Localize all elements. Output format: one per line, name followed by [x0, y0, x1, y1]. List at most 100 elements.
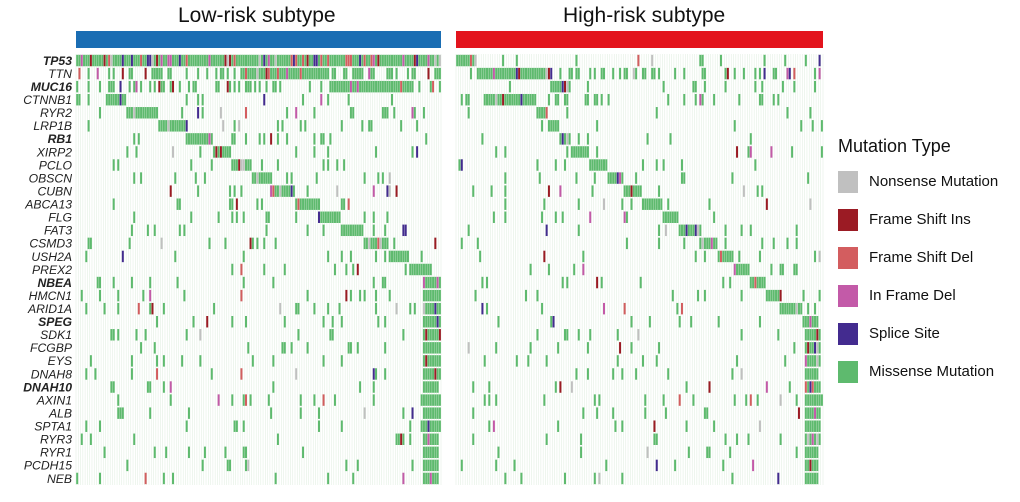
- mutation-cell: [229, 54, 232, 67]
- mutation-cell: [112, 381, 115, 393]
- mutation-cell: [388, 250, 391, 263]
- mutation-cell: [713, 211, 716, 223]
- mutation-cell: [515, 93, 518, 106]
- mutation-cell: [703, 250, 706, 263]
- mutation-cell: [586, 93, 589, 106]
- mutation-cell: [254, 54, 257, 67]
- mutation-cell: [658, 237, 661, 250]
- mutation-cell: [619, 67, 622, 80]
- mutation-cell: [185, 54, 188, 67]
- mutation-cell: [235, 420, 238, 432]
- mutation-cell: [210, 133, 213, 145]
- mutation-cell: [406, 54, 409, 67]
- mutation-cell: [153, 107, 156, 119]
- mutation-cell: [213, 302, 216, 315]
- mutation-cell: [598, 159, 601, 171]
- mutation-cell: [226, 146, 229, 158]
- mutation-cell: [793, 263, 796, 276]
- mutation-cell: [561, 276, 564, 289]
- mutation-cell: [658, 224, 661, 237]
- mutation-cell: [256, 172, 259, 184]
- mutation-cell: [474, 54, 477, 67]
- mutation-cell: [144, 329, 147, 341]
- mutation-cell: [809, 446, 812, 459]
- mutation-cell: [427, 329, 430, 341]
- mutation-cell: [270, 54, 273, 67]
- legend-label: In Frame Del: [869, 287, 956, 304]
- mutation-cell: [612, 172, 615, 184]
- mutation-cell: [409, 80, 412, 93]
- mutation-cell: [110, 381, 113, 393]
- mutation-cell: [349, 342, 352, 354]
- mutation-cell: [199, 355, 202, 367]
- high-risk-title: High-risk subtype: [563, 4, 726, 27]
- mutation-cell: [258, 54, 261, 67]
- mutation-cell: [814, 446, 817, 459]
- mutation-cell: [377, 316, 380, 328]
- mutation-cell: [393, 80, 396, 93]
- mutation-cell: [425, 433, 428, 445]
- mutation-cell: [623, 185, 626, 197]
- mutation-cell: [678, 394, 681, 406]
- mutation-cell: [222, 67, 225, 80]
- mutation-cell: [687, 446, 690, 459]
- mutation-cell: [623, 211, 626, 223]
- mutation-cell: [807, 368, 810, 380]
- mutation-cell: [429, 276, 432, 289]
- mutation-cell: [272, 381, 275, 393]
- mutation-cell: [724, 433, 727, 445]
- mutation-cell: [306, 54, 309, 67]
- mutation-cell: [331, 329, 334, 341]
- mutation-cell: [422, 407, 425, 419]
- mutation-cell: [593, 93, 596, 106]
- mutation-cell: [377, 237, 380, 250]
- mutation-cell: [697, 224, 700, 237]
- mutation-cell: [504, 93, 507, 106]
- mutation-cell: [476, 237, 479, 250]
- mutation-cell: [520, 67, 523, 80]
- mutation-cell: [263, 237, 266, 250]
- mutation-cell: [438, 276, 441, 289]
- mutation-cell: [251, 237, 254, 250]
- mutation-cell: [242, 250, 245, 263]
- mutation-cell: [149, 302, 152, 315]
- mutation-cell: [247, 54, 250, 67]
- mutation-cell: [153, 67, 156, 80]
- mutation-cell: [425, 263, 428, 276]
- mutation-cell: [288, 54, 291, 67]
- mutation-cell: [162, 472, 165, 485]
- mutation-cell: [194, 54, 197, 67]
- mutation-cell: [422, 446, 425, 459]
- mutation-cell: [249, 237, 252, 250]
- mutation-cell: [279, 80, 282, 93]
- mutation-cell: [384, 342, 387, 354]
- mutation-cell: [432, 420, 435, 432]
- mutation-cell: [557, 93, 560, 106]
- gene-label: FAT3: [44, 224, 72, 238]
- mutation-cell: [635, 172, 638, 184]
- mutation-cell: [315, 198, 318, 210]
- mutation-cell: [133, 433, 136, 445]
- mutation-cell: [550, 80, 553, 93]
- mutation-cell: [297, 54, 300, 67]
- mutation-cell: [370, 80, 373, 93]
- mutation-cell: [804, 316, 807, 328]
- mutation-cell: [169, 80, 172, 93]
- mutation-cell: [322, 159, 325, 171]
- mutation-cell: [765, 381, 768, 393]
- legend-item: Missense Mutation: [838, 361, 1018, 383]
- mutation-cell: [697, 289, 700, 302]
- mutation-cell: [375, 54, 378, 67]
- mutation-cell: [547, 93, 550, 106]
- mutation-cell: [169, 394, 172, 406]
- mutation-cell: [425, 342, 428, 354]
- mutation-cell: [502, 54, 505, 67]
- mutation-cell: [313, 133, 316, 145]
- mutation-cell: [699, 237, 702, 250]
- mutation-cell: [144, 67, 147, 80]
- legend-swatch: [838, 361, 858, 383]
- mutation-cell: [240, 54, 243, 67]
- mutation-cell: [515, 67, 518, 80]
- mutation-cell: [619, 172, 622, 184]
- mutation-cell: [559, 80, 562, 93]
